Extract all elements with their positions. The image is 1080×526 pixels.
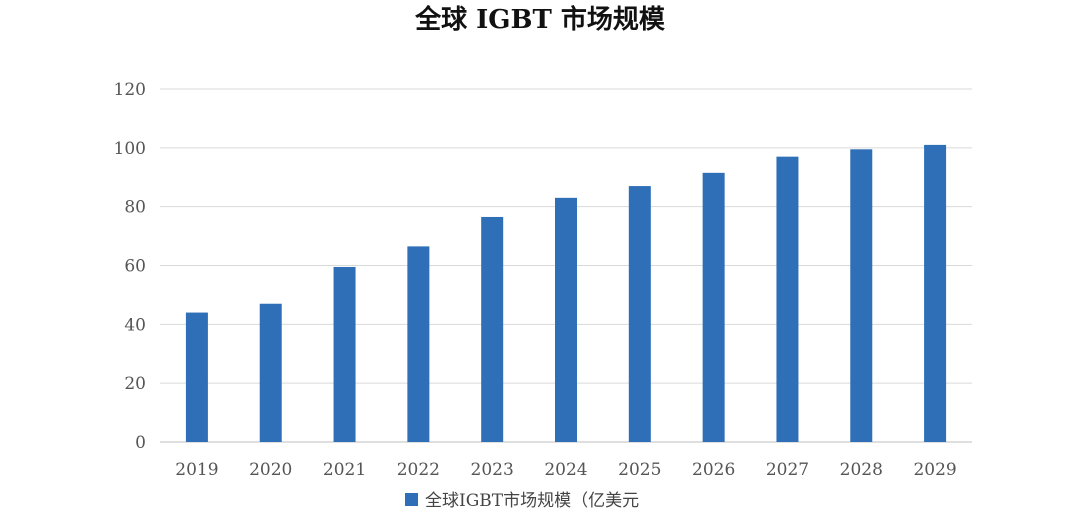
x-tick-label: 2029 [913,460,956,480]
x-tick-label: 2027 [766,460,809,480]
bar-2023 [481,216,504,442]
y-tick-label: 80 [124,198,146,218]
bars [185,144,947,443]
x-tick-label: 2026 [692,460,735,480]
x-tick-label: 2020 [249,460,292,480]
bar-2021 [333,266,356,442]
legend-swatch [405,493,418,506]
x-tick-label: 2021 [323,460,366,480]
x-tick-label: 2028 [840,460,883,480]
x-tick-label: 2022 [397,460,440,480]
legend: 全球IGBT市场规模（亿美元 [405,491,639,511]
bar-2020 [259,303,282,442]
bar-2025 [628,186,651,442]
y-tick-label: 100 [114,139,146,159]
y-tick-label: 60 [124,257,146,277]
y-tick-label: 0 [135,433,146,453]
x-tick-label: 2023 [471,460,514,480]
x-axis-ticks: 2019 2020 2021 2022 2023 2024 2025 2026 2027 2028… [175,460,956,480]
legend-label: 全球IGBT市场规模（亿美元 [425,491,639,511]
bar-2029 [924,144,947,442]
x-tick-label: 2025 [618,460,661,480]
bar-2027 [776,156,799,443]
bar-2024 [555,197,577,442]
chart-title: 全球 IGBT 市场规模 [414,4,666,35]
y-tick-label: 20 [124,374,146,394]
y-tick-label: 40 [124,315,146,335]
x-tick-label: 2024 [544,460,587,480]
x-tick-label: 2019 [175,460,218,480]
bar-2019 [185,312,208,442]
bar-2022 [407,246,430,442]
y-tick-label: 120 [114,80,146,100]
bar-2028 [850,149,873,442]
y-axis-ticks: 0 20 40 60 80 100 120 [114,80,146,453]
bar-2026 [702,172,725,442]
